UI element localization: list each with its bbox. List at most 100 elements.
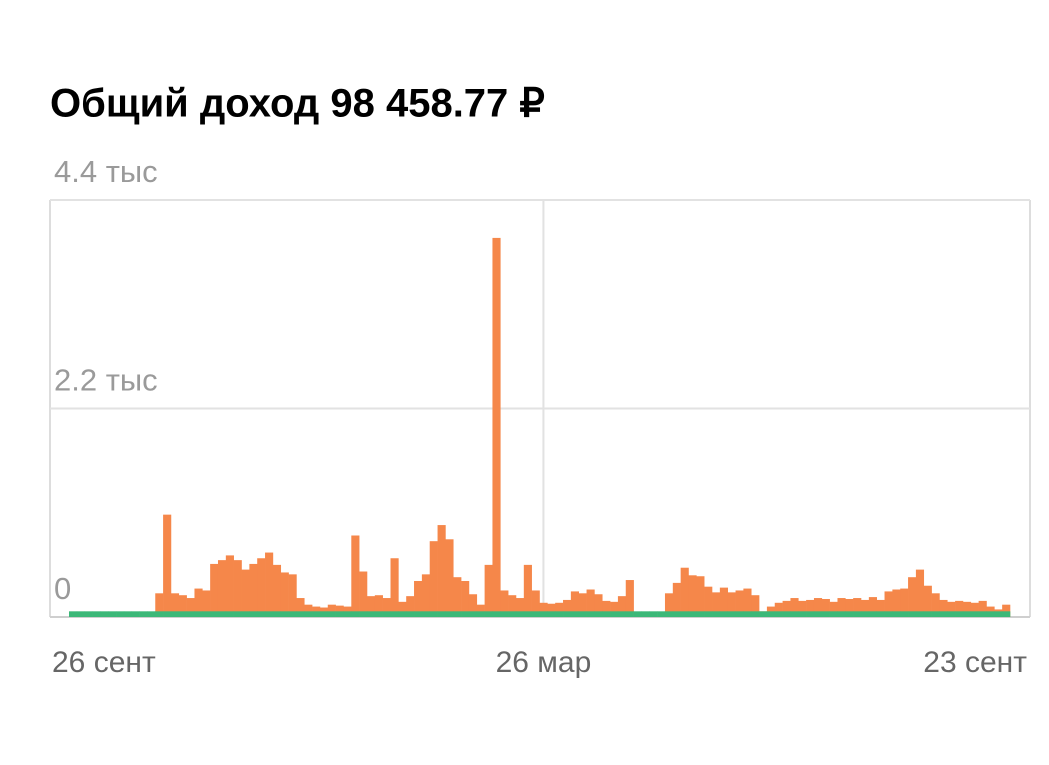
bar bbox=[147, 611, 156, 617]
bar bbox=[382, 611, 391, 617]
bar bbox=[178, 611, 187, 617]
bar bbox=[861, 611, 870, 617]
bar bbox=[163, 611, 172, 617]
bar bbox=[853, 611, 862, 617]
bar bbox=[947, 611, 956, 617]
bar bbox=[531, 611, 540, 617]
bar bbox=[853, 598, 862, 617]
bar bbox=[414, 611, 423, 617]
bar bbox=[374, 611, 383, 617]
bar bbox=[696, 576, 705, 617]
bar bbox=[680, 567, 689, 617]
bar bbox=[343, 611, 352, 617]
bar bbox=[806, 599, 815, 617]
bar bbox=[962, 611, 972, 617]
bar bbox=[233, 560, 242, 617]
bar bbox=[225, 555, 234, 617]
bar bbox=[351, 535, 360, 617]
bar bbox=[798, 611, 807, 617]
bar bbox=[1002, 611, 1011, 617]
bar bbox=[351, 611, 360, 617]
bar bbox=[139, 611, 148, 617]
bar bbox=[610, 601, 619, 617]
bar bbox=[594, 594, 603, 617]
bar bbox=[586, 589, 595, 617]
bar bbox=[704, 611, 713, 617]
bar bbox=[492, 237, 501, 617]
bar bbox=[296, 611, 305, 617]
bar bbox=[194, 588, 203, 617]
bar bbox=[421, 574, 431, 617]
bar bbox=[994, 611, 1003, 617]
bar bbox=[704, 586, 713, 617]
bar bbox=[515, 611, 525, 617]
bar bbox=[233, 611, 242, 617]
bar bbox=[406, 596, 415, 617]
bar bbox=[955, 600, 964, 617]
bar bbox=[727, 592, 736, 617]
bar bbox=[923, 585, 932, 617]
bar bbox=[766, 611, 776, 617]
bar bbox=[69, 611, 78, 617]
bar bbox=[453, 577, 462, 617]
bar bbox=[312, 611, 321, 617]
bar bbox=[257, 558, 266, 617]
bar bbox=[625, 580, 634, 617]
bar bbox=[468, 594, 478, 617]
bar bbox=[327, 611, 336, 617]
bar bbox=[782, 611, 791, 617]
bar bbox=[680, 611, 689, 617]
bar bbox=[664, 593, 674, 617]
bar bbox=[249, 563, 258, 617]
bar bbox=[908, 611, 917, 617]
bar bbox=[476, 604, 485, 617]
bar bbox=[892, 611, 901, 617]
bar bbox=[170, 593, 180, 617]
bar bbox=[900, 588, 909, 617]
bar bbox=[861, 599, 870, 617]
bar bbox=[578, 611, 587, 617]
bar bbox=[594, 611, 603, 617]
bar bbox=[821, 611, 830, 617]
bar bbox=[563, 611, 572, 617]
bar bbox=[108, 611, 117, 617]
bar bbox=[586, 611, 595, 617]
bar bbox=[280, 572, 289, 617]
bar bbox=[923, 611, 932, 617]
bar bbox=[751, 611, 760, 617]
bar bbox=[774, 611, 783, 617]
bar bbox=[617, 611, 627, 617]
bar bbox=[288, 574, 297, 617]
bar bbox=[398, 601, 407, 617]
bar bbox=[170, 611, 180, 617]
bar bbox=[461, 611, 470, 617]
bar bbox=[829, 601, 838, 617]
bar bbox=[774, 602, 783, 617]
bar bbox=[743, 611, 752, 617]
bar bbox=[868, 597, 877, 617]
bar bbox=[492, 611, 501, 617]
bar bbox=[531, 590, 540, 617]
bar bbox=[280, 611, 289, 617]
bar bbox=[217, 560, 227, 617]
bar bbox=[390, 558, 399, 617]
bar bbox=[374, 595, 383, 617]
bar bbox=[955, 611, 964, 617]
bar bbox=[437, 525, 446, 617]
bar bbox=[123, 611, 133, 617]
bar bbox=[688, 611, 697, 617]
bar bbox=[751, 595, 760, 617]
bar bbox=[437, 611, 446, 617]
bar bbox=[186, 598, 195, 617]
bar bbox=[445, 539, 454, 617]
bar bbox=[414, 580, 423, 617]
bar bbox=[845, 611, 854, 617]
bar bbox=[610, 611, 619, 617]
bar bbox=[876, 611, 885, 617]
bar bbox=[265, 552, 274, 617]
bar bbox=[508, 611, 517, 617]
bar bbox=[327, 604, 336, 617]
bar bbox=[578, 593, 587, 617]
